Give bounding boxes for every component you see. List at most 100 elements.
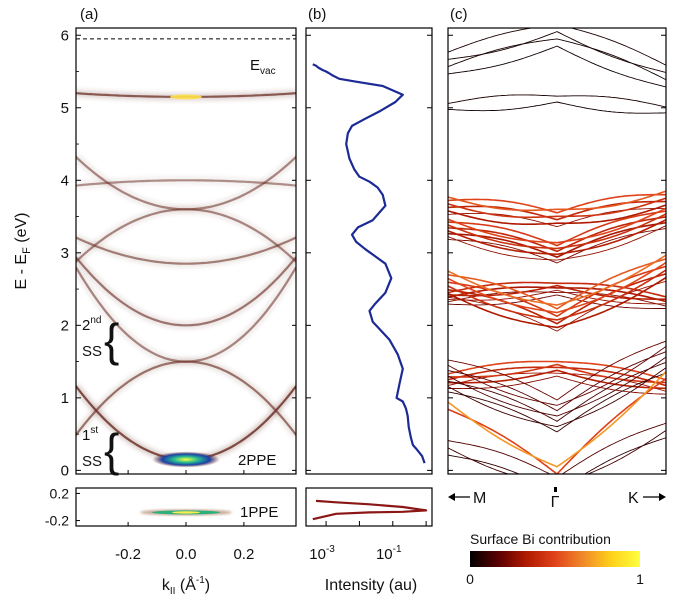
calc-band-line <box>448 219 666 256</box>
panel-c-frame <box>447 27 667 475</box>
calc-band-line <box>448 361 666 422</box>
x-tick-label: 10-1 <box>376 544 402 563</box>
panel-b-x-ticks: 10-3 10-1 <box>309 521 427 563</box>
panel-b-spectrum <box>312 63 426 464</box>
calc-band-line <box>448 269 666 321</box>
calc-band-line <box>448 225 666 261</box>
band-trace <box>76 208 296 263</box>
x-tick-label: 0.2 <box>233 546 254 563</box>
panel-a-1ppe-background <box>76 488 296 526</box>
y-tick-label: 5 <box>61 100 69 117</box>
panel-b-1ppe-background <box>306 488 432 526</box>
gamma-tick <box>554 487 557 492</box>
calc-band-line <box>448 28 666 66</box>
band-trace <box>76 179 296 187</box>
band-trace <box>76 236 296 265</box>
x-tick-label: 0.0 <box>176 546 197 563</box>
panel-label-b: (b) <box>308 6 326 23</box>
band-trace <box>76 266 296 363</box>
panel-c-plot <box>447 27 667 475</box>
calc-band-line <box>448 265 666 318</box>
y-tick-label: 3 <box>61 245 69 262</box>
calc-band-line <box>448 378 666 474</box>
y-axis-title: E - EF (eV) <box>13 213 33 290</box>
k-path-axis: M Γ K <box>448 487 666 511</box>
calc-band-line <box>448 371 666 468</box>
calc-band-line <box>448 356 666 417</box>
y-tick-label: 4 <box>61 172 69 189</box>
ss1-label-line2: SS <box>82 453 102 470</box>
panel-label-c: (c) <box>450 6 468 23</box>
calc-band-line <box>448 276 666 329</box>
calc-band-line <box>448 273 666 325</box>
panel-a-y-ticks: 0 1 2 3 4 5 6 <box>61 27 296 479</box>
arrow-left-head-icon <box>448 493 455 501</box>
calc-band-line <box>448 31 666 73</box>
panel-a-1ppe-y-ticks: 0.2 -0.2 <box>45 485 80 529</box>
calc-band-line <box>448 360 666 381</box>
calc-band-line <box>448 216 666 253</box>
arrow-right-head-icon <box>659 493 666 501</box>
calc-band-line <box>448 204 666 225</box>
k-label-k: K <box>628 490 639 507</box>
calc-band-line <box>448 210 666 247</box>
x-tick-label: -0.2 <box>115 546 141 563</box>
panel-a-hotspots <box>152 94 220 468</box>
calc-band-line <box>448 254 666 306</box>
panel-b-1ppe-frame <box>305 487 433 527</box>
panel-b-y-ticks <box>306 34 432 471</box>
evac-label: Evac <box>250 57 276 77</box>
panel-b-1ppe-plot: 10-3 10-1 <box>305 487 433 563</box>
panel-b-frame <box>305 27 433 475</box>
band-hotspot-bottom <box>152 451 220 468</box>
calc-band-line <box>448 213 666 250</box>
calc-band-line <box>448 221 666 259</box>
y-tick-label: 0.2 <box>50 485 70 501</box>
calc-band-line <box>448 101 666 114</box>
y-tick-label: 2 <box>61 317 69 334</box>
colorbar-min: 0 <box>466 571 474 587</box>
ppe1-band-peak <box>172 511 200 514</box>
calc-band-line <box>448 367 666 428</box>
panel-a-1ppe-intensity <box>140 509 232 516</box>
calc-band-line <box>448 351 666 412</box>
x-axis-title-b: Intensity (au) <box>325 577 417 594</box>
k-label-m: M <box>473 490 486 507</box>
calc-band-line <box>448 340 666 401</box>
calc-band-line <box>448 45 666 88</box>
calc-band-line <box>448 94 666 108</box>
y-tick-label: 6 <box>61 27 69 44</box>
calc-band-line <box>448 294 666 309</box>
panel-c-band-structure <box>448 28 666 474</box>
calc-band-line <box>448 258 666 310</box>
calc-band-line <box>448 281 666 298</box>
colorbar-title: Surface Bi contribution <box>470 531 611 547</box>
panel-a-1ppe-plot: 0.2 -0.2 -0.2 0.0 0.2 1PPE <box>45 470 297 563</box>
x-axis-title-a: kII (Å-1) <box>162 575 210 597</box>
colorbar-gradient <box>470 551 640 567</box>
y-tick-label: -0.2 <box>45 513 69 529</box>
panel-b-1ppe-spectrum <box>312 499 428 521</box>
colorbar: Surface Bi contribution 0 1 <box>466 531 644 587</box>
y-tick-label: 0 <box>61 462 69 479</box>
panel-a-x-ticks: -0.2 0.0 0.2 <box>115 470 254 563</box>
calc-band-line <box>448 289 666 305</box>
calc-band-line <box>448 228 666 264</box>
spectrum-2ppe-line <box>312 63 426 464</box>
calc-band-line <box>448 369 666 390</box>
colorbar-max: 1 <box>636 571 644 587</box>
calc-band-line <box>448 437 666 474</box>
ss2-label-line2: SS <box>82 343 102 360</box>
band-trace <box>76 256 296 327</box>
calc-band-line <box>448 366 666 387</box>
panel-label-a: (a) <box>80 6 98 23</box>
ss2-label-line1: 2nd <box>82 315 101 334</box>
calc-band-line <box>448 261 666 314</box>
calc-band-line <box>448 207 666 244</box>
calc-band-line <box>448 280 666 332</box>
calc-band-line <box>448 372 666 433</box>
ss1-brace: { <box>104 424 119 476</box>
label-1ppe: 1PPE <box>240 504 278 521</box>
panel-c-y-ticks <box>448 34 666 471</box>
